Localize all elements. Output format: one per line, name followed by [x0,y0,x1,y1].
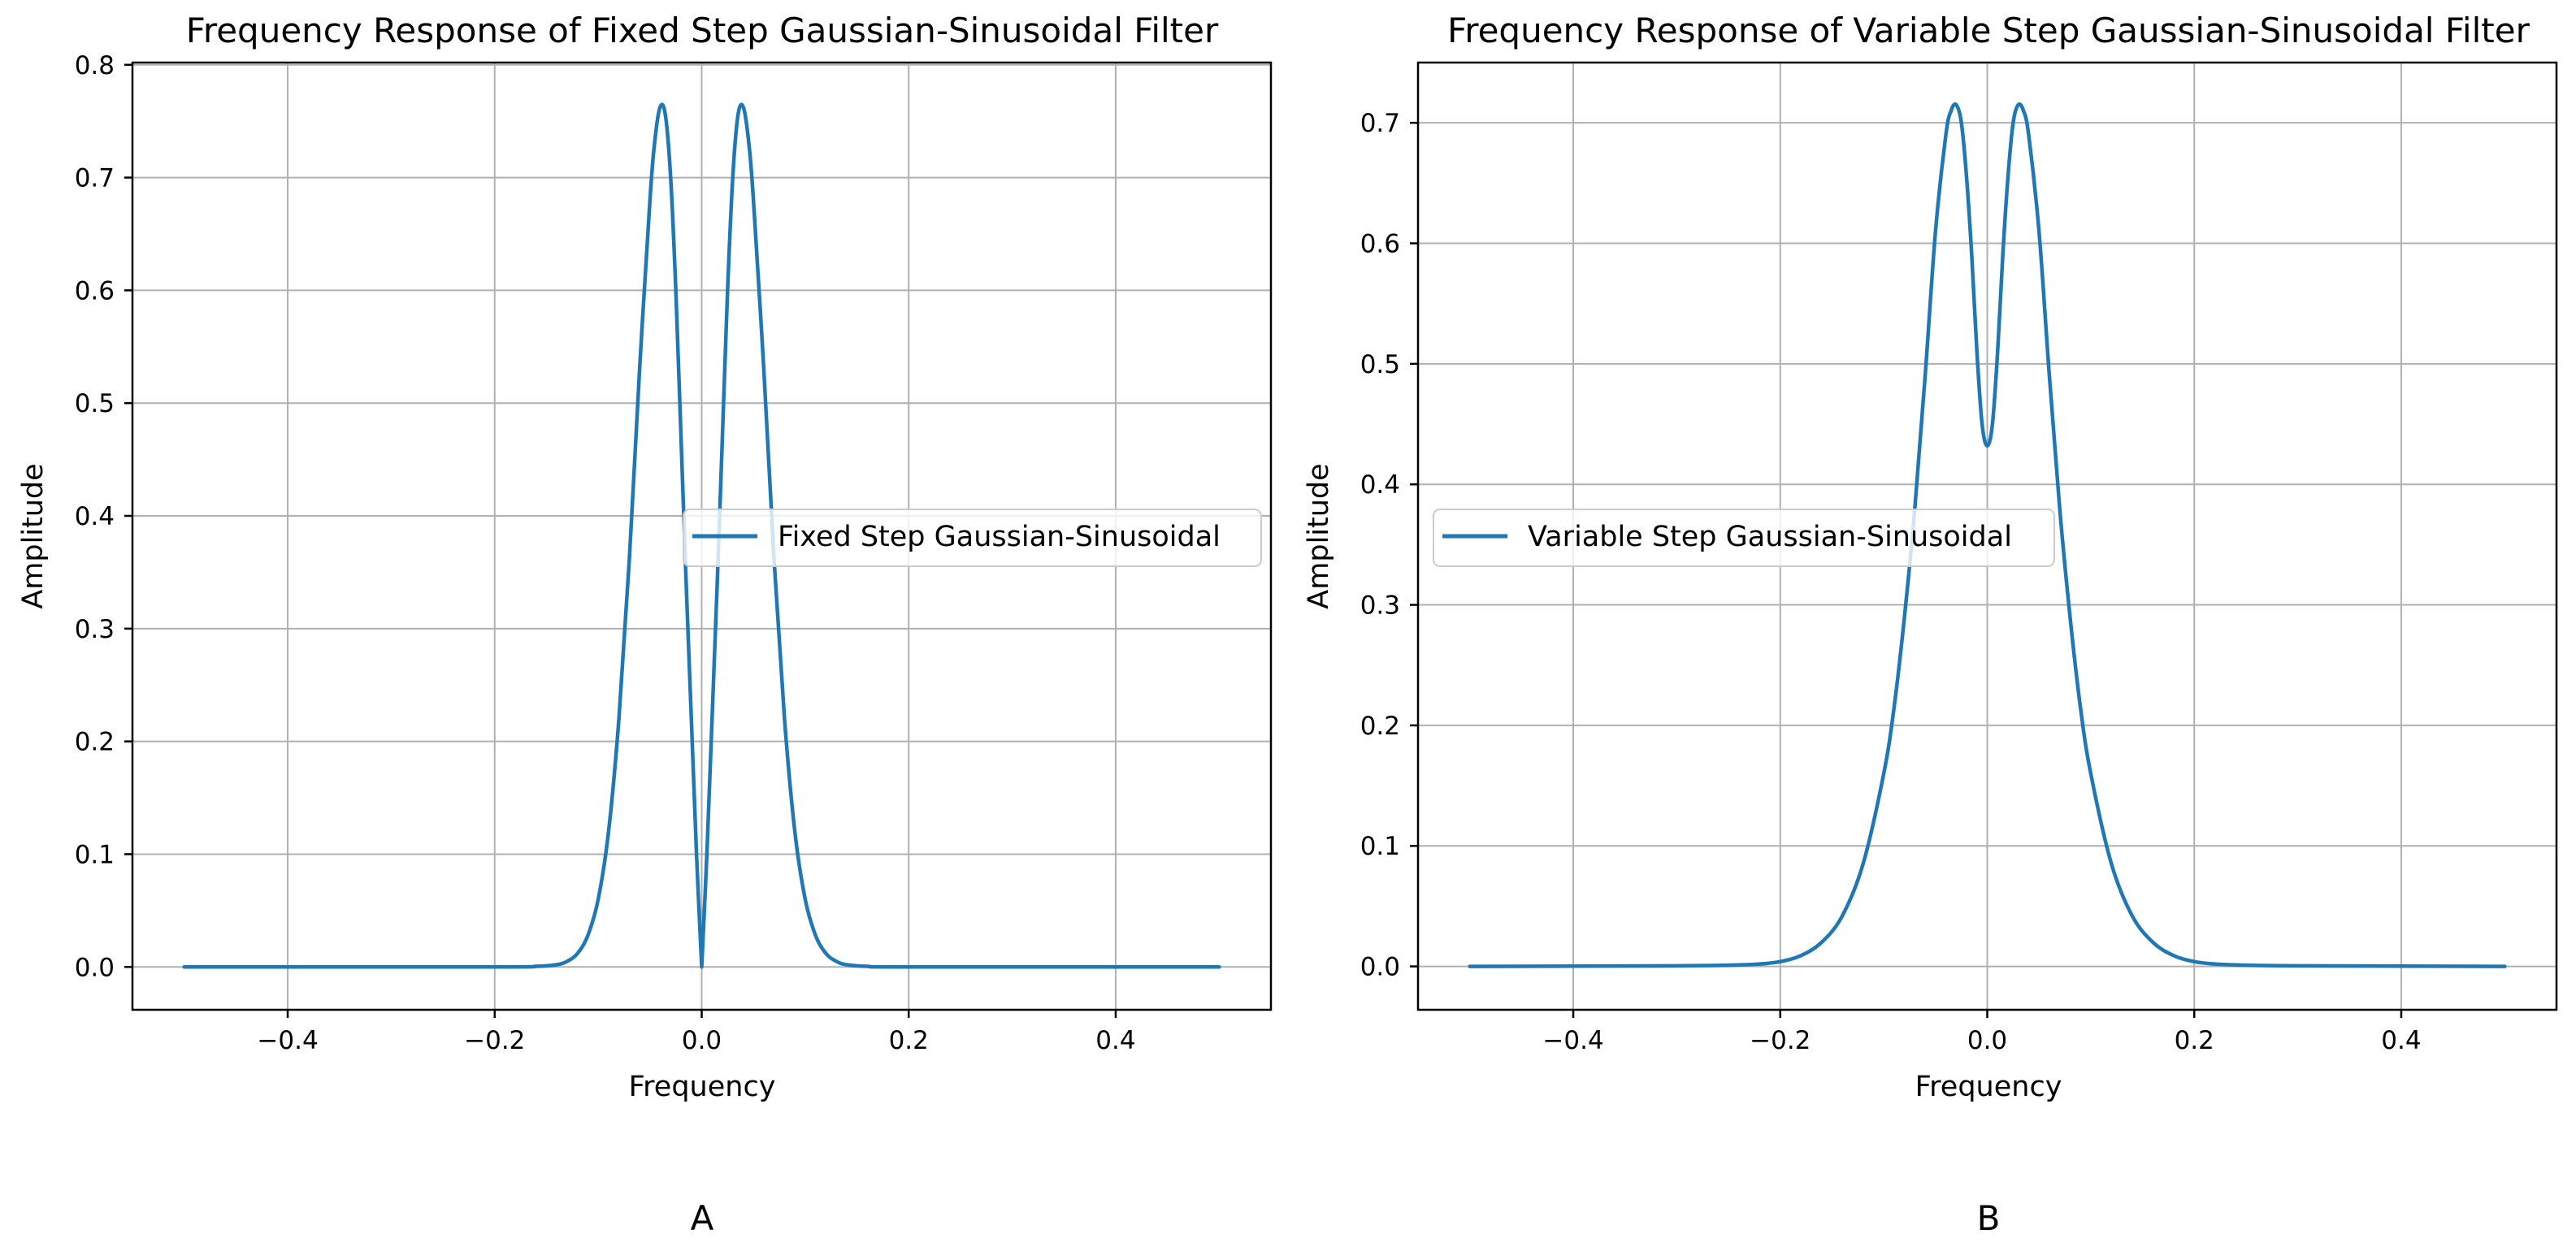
chart-a-ytick-label: 0.3 [75,615,115,644]
chart-b-x-axis: −0.4 −0.2 0.0 0.2 0.4 [1542,1010,2422,1055]
chart-a-x-axis: −0.4 −0.2 0.0 0.2 0.4 [257,1010,1136,1055]
chart-b-ytick-label: 0.3 [1360,591,1400,621]
chart-a-ytick-label: 0.8 [75,51,115,80]
chart-b-grid [1418,63,2556,1010]
chart-b-ytick-label: 0.4 [1360,470,1400,500]
chart-a-xtick-label: 0.4 [1095,1026,1135,1055]
chart-a-ytick-label: 0.6 [75,276,115,305]
chart-b-xtick-label: 0.2 [2175,1026,2214,1055]
chart-b-title: Frequency Response of Variable Step Gaus… [1447,11,2530,50]
chart-a-xtick-label: 0.2 [889,1026,929,1055]
chart-a-ytick-label: 0.1 [75,840,115,869]
chart-a-y-axis: 0.0 0.1 0.2 0.3 0.4 0.5 0.6 0.7 0.8 [75,51,132,982]
chart-a-series [182,102,1221,969]
chart-b-xtick-label: −0.4 [1542,1026,1603,1055]
chart-b-ylabel: Amplitude [1303,463,1335,608]
chart-b-series [1468,102,2507,968]
chart-a-legend-box [683,509,1262,567]
chart-b-ytick-label: 0.5 [1360,350,1400,379]
chart-a-legend-label: Fixed Step Gaussian-Sinusoidal [778,521,1221,553]
chart-a-ytick-label: 0.5 [75,389,115,418]
chart-a-xtick-label: −0.2 [464,1026,525,1055]
chart-a-xtick-label: 0.0 [682,1026,722,1055]
chart-a-title: Frequency Response of Fixed Step Gaussia… [186,11,1219,50]
chart-a-xtick-label: −0.4 [257,1026,318,1055]
chart-b-y-axis: 0.0 0.1 0.2 0.3 0.4 0.5 0.6 0.7 [1360,109,1418,982]
chart-a-ytick-label: 0.2 [75,728,115,757]
chart-b-panel-label: B [1977,1198,2001,1238]
chart-a-series-line-0 [182,102,1221,969]
chart-b-legend-label: Variable Step Gaussian-Sinusoidal [1528,521,2012,553]
chart-b-xtick-label: −0.2 [1750,1026,1811,1055]
chart-a-ytick-label: 0.7 [75,164,115,193]
chart-b-ytick-label: 0.1 [1360,832,1400,861]
chart-b-xtick-label: 0.0 [1967,1026,2007,1055]
chart-b-series-line-0 [1468,102,2507,968]
chart-a-legend: Fixed Step Gaussian-Sinusoidal [683,509,1262,567]
chart-a-xlabel: Frequency [629,1071,776,1103]
chart-a-panel-label: A [691,1198,714,1238]
chart-b-xlabel: Frequency [1915,1071,2062,1103]
chart-b-ytick-label: 0.6 [1360,230,1400,259]
chart-a-ytick-label: 0.4 [75,502,115,531]
chart-a-ytick-label: 0.0 [75,953,115,982]
chart-b-ytick-label: 0.7 [1360,109,1400,138]
chart-a: Frequency Response of Fixed Step Gaussia… [17,11,1273,1238]
chart-b: Frequency Response of Variable Step Gaus… [1303,11,2558,1238]
chart-b-legend: Variable Step Gaussian-Sinusoidal [1433,509,2055,567]
chart-b-xtick-label: 0.4 [2381,1026,2421,1055]
chart-b-ytick-label: 0.2 [1360,712,1400,741]
chart-a-ylabel: Amplitude [17,463,50,608]
chart-b-ytick-label: 0.0 [1360,953,1400,982]
chart-b-legend-box [1433,509,2055,567]
